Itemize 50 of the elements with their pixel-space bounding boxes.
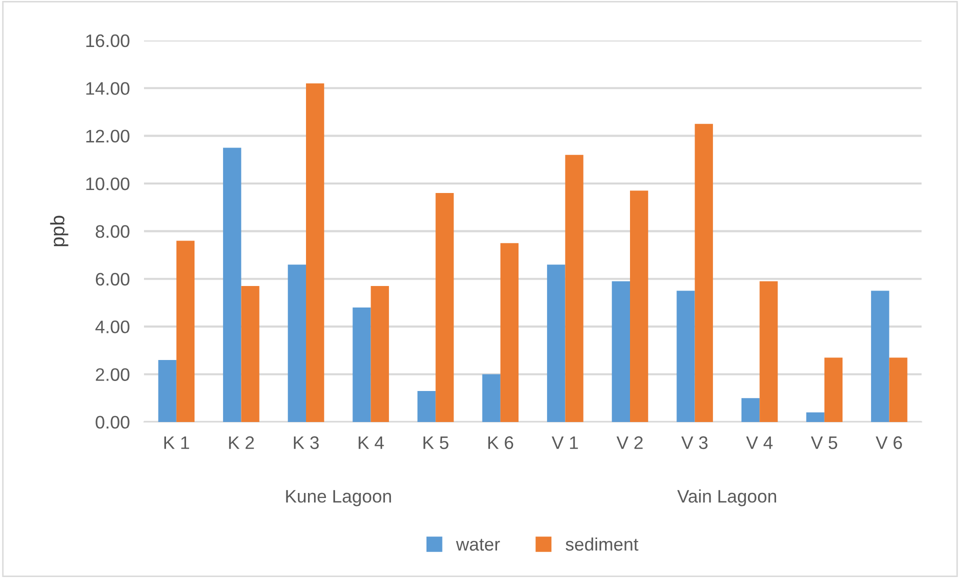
bar [436,193,454,422]
bar [176,240,195,422]
x-tick-label: V 3 [681,436,708,450]
x-tick-label: V 5 [810,436,838,450]
bar [500,243,519,422]
bar [565,154,584,422]
y-tick-label: 8.00 [96,225,130,238]
y-tick-label: 4.00 [95,320,130,334]
bar [370,286,389,422]
bar [741,398,760,422]
bar [547,264,566,422]
x-tick-label: K 1 [164,436,190,449]
y-tick-label: 6.00 [96,272,130,286]
bar [306,83,324,422]
x-tick-label: V 6 [876,436,902,450]
bar [889,358,908,422]
legend-label: sediment [566,537,638,551]
x-tick-label: K 6 [488,436,514,450]
text: Vain Lagoon [677,489,776,506]
y-axis-title: ppb [50,216,68,246]
x-tick-label: K 5 [424,436,448,450]
text: Kune Lagoon [286,490,391,506]
bar [806,412,824,422]
bar [612,281,630,422]
bar [352,307,371,422]
bar [241,286,260,422]
bar [482,374,500,422]
bar [676,290,695,422]
x-tick-label: K 3 [294,436,319,450]
y-tick-label: 2.00 [96,368,130,381]
x-tick-label: K 4 [358,436,384,449]
y-tick-label: 12.00 [86,130,130,143]
bar [417,390,436,422]
bar [824,358,843,422]
x-tick-label: V 1 [552,436,578,449]
bar [694,124,713,422]
bar [760,281,778,422]
y-tick-label: 16.00 [86,34,130,48]
legend-label: water [456,538,500,551]
x-tick-label: V 2 [616,436,643,449]
bar [871,290,890,422]
bar [158,360,176,422]
bar [288,264,306,422]
bar [630,190,648,422]
x-tick-label: V 4 [746,436,773,449]
y-tick-label: 10.00 [86,177,130,190]
bar [223,148,242,422]
y-tick-label: 14.00 [86,82,130,95]
x-tick-label: K 2 [229,436,254,449]
y-tick-label: 0.00 [96,416,130,429]
